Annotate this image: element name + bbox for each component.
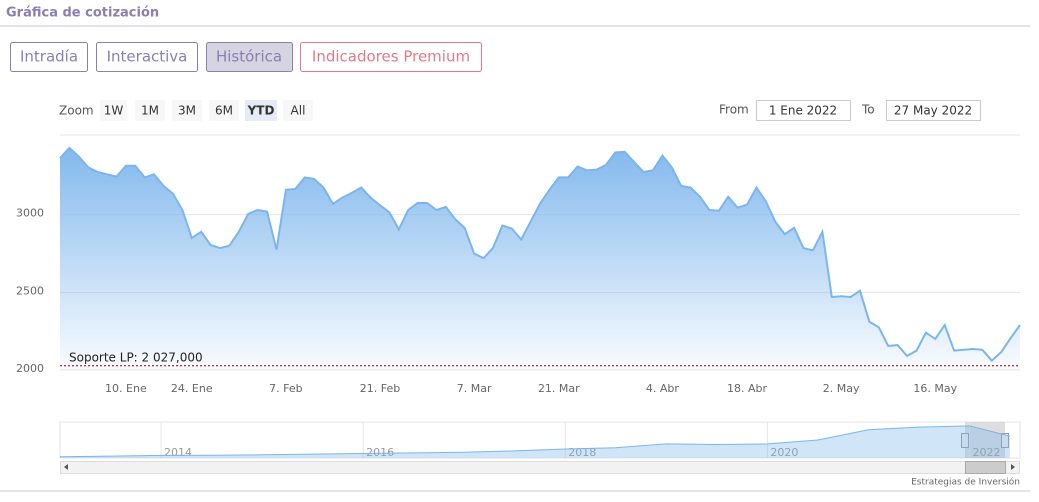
navigator-handle[interactable] [961,433,969,448]
tab-button[interactable] [206,42,293,72]
x-tick-label: 16. May [913,382,957,395]
y-tick-label: 2500 [16,284,44,297]
zoom-button-label[interactable]: 6M [215,104,233,118]
zoom-button[interactable] [100,100,127,121]
x-tick-label: 18. Abr [727,382,767,395]
navigator-handle[interactable] [1001,433,1009,448]
from-input[interactable] [756,100,851,121]
zoom-button-label[interactable]: 1W [104,104,124,118]
to-label: To [861,103,875,117]
y-tick-label: 2000 [16,362,44,375]
from-value[interactable]: 1 Ene 2022 [769,104,837,118]
zoom-button[interactable] [245,100,277,121]
scrollbar[interactable] [60,461,1020,474]
x-tick-label: 7. Mar [457,382,492,395]
zoom-button-label[interactable]: YTD [247,104,275,118]
zoom-button-label[interactable]: 3M [178,104,196,118]
x-tick-label: 2. May [823,382,860,395]
from-label: From [719,103,749,117]
page-title: Gráfica de cotización [6,6,159,21]
zoom-button-label[interactable]: All [291,104,306,118]
navigator-label: 2018 [568,446,596,459]
x-tick-label: 24. Ene [171,382,213,395]
zoom-button[interactable] [283,100,313,121]
tab-button[interactable] [96,42,198,72]
navigator-area [60,425,1010,458]
tab-label[interactable]: Intradía [20,48,78,66]
tab-button[interactable] [10,42,88,72]
y-tick-label: 3000 [16,207,44,220]
support-label: Soporte LP: 2 027,000 [69,350,203,364]
zoom-button[interactable] [209,100,239,121]
x-tick-label: 21. Feb [360,382,400,395]
navigator-label: 2022 [972,446,1000,459]
scrollbar-thumb[interactable] [965,461,1006,474]
x-tick-label: 7. Feb [269,382,302,395]
tab-label[interactable]: Indicadores Premium [312,48,470,66]
tab-button[interactable] [300,42,482,72]
navigator-line [59,425,1011,458]
x-tick-label: 21. Mar [538,382,580,395]
zoom-button[interactable] [135,100,165,121]
price-line [59,146,1021,363]
tab-label[interactable]: Interactiva [107,48,188,66]
navigator-label: 2020 [770,446,798,459]
navigator-frame [59,421,1021,459]
navigator-selection[interactable] [965,422,1005,458]
credit: Estrategias de Inversión [911,477,1020,488]
tab-label[interactable]: Histórica [216,48,282,66]
zoom-button-label[interactable]: 1M [141,104,159,118]
zoom-button[interactable] [172,100,202,121]
to-input[interactable] [886,100,981,121]
area-fill [60,147,1020,370]
x-tick-label: 4. Abr [646,382,679,395]
zoom-label: Zoom [59,104,94,118]
navigator-label: 2016 [366,446,394,459]
to-value[interactable]: 27 May 2022 [894,104,972,118]
x-tick-label: 10. Ene [105,382,147,395]
